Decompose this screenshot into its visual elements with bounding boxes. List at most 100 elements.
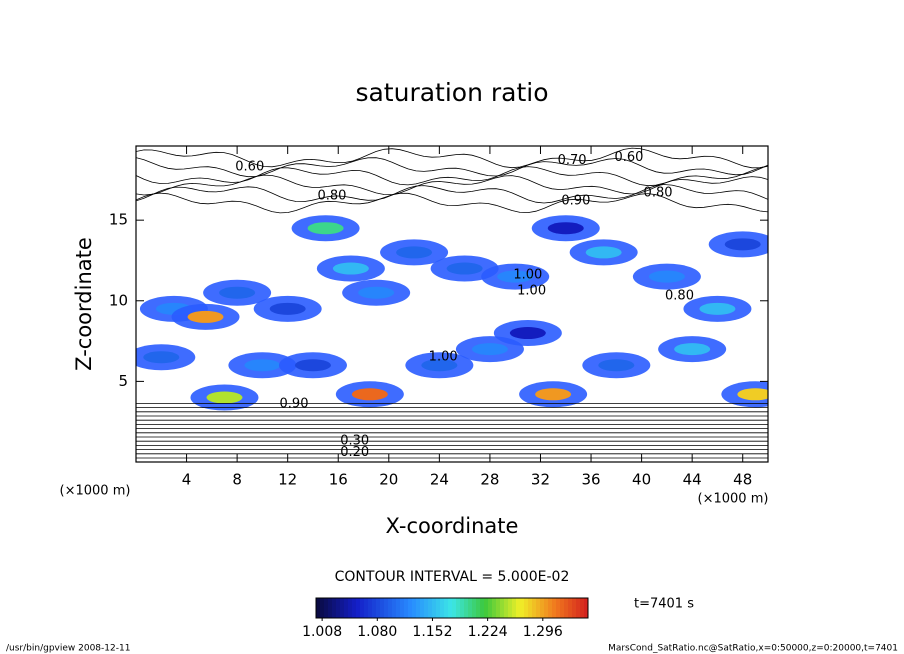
x-tick-label: 28 xyxy=(480,471,499,489)
y-unit: (×1000 m) xyxy=(60,484,131,499)
colorbar-label: 1.080 xyxy=(357,624,397,640)
x-tick-label: 40 xyxy=(632,471,651,489)
shaded-core xyxy=(585,246,622,259)
shaded-core xyxy=(143,351,180,364)
contour-label: 0.80 xyxy=(644,185,673,200)
shaded-core xyxy=(206,391,243,404)
colorbar-cell xyxy=(408,598,413,618)
x-tick-label: 16 xyxy=(329,471,348,489)
colorbar-cell xyxy=(564,598,569,618)
colorbar-cell xyxy=(560,598,565,618)
x-tick-label: 36 xyxy=(581,471,600,489)
contour-line xyxy=(136,184,768,204)
shaded-core xyxy=(244,359,281,372)
x-tick-label: 20 xyxy=(379,471,398,489)
colorbar-cell xyxy=(344,598,349,618)
colorbar-cell xyxy=(492,598,497,618)
contour-line xyxy=(136,147,768,169)
shaded-core xyxy=(648,270,685,283)
colorbar-cell xyxy=(360,598,365,618)
contour-line xyxy=(136,174,768,196)
shaded-core xyxy=(294,359,331,372)
shaded-core xyxy=(269,302,306,315)
colorbar-cell xyxy=(472,598,477,618)
colorbar-cell xyxy=(568,598,573,618)
colorbar-cell xyxy=(348,598,353,618)
colorbar-cell xyxy=(384,598,389,618)
contour-line xyxy=(136,157,768,178)
contour-label: 0.80 xyxy=(317,188,346,203)
y-tick-label: 15 xyxy=(109,211,128,229)
shaded-core xyxy=(219,286,256,299)
colorbar-cell xyxy=(396,598,401,618)
shaded-core xyxy=(497,270,534,283)
chart-title: saturation ratio xyxy=(355,78,548,107)
colorbar-cell xyxy=(420,598,425,618)
colorbar-cell xyxy=(380,598,385,618)
colorbar-cell xyxy=(424,598,429,618)
colorbar-cell xyxy=(436,598,441,618)
colorbar-cell xyxy=(356,598,361,618)
contour-label: 0.70 xyxy=(558,153,587,168)
contour-label: 0.90 xyxy=(280,396,309,411)
colorbar-cell xyxy=(460,598,465,618)
colorbar-cell xyxy=(528,598,533,618)
colorbar-cell xyxy=(508,598,513,618)
y-tick-label: 10 xyxy=(109,291,128,309)
shaded-core xyxy=(509,327,546,340)
colorbar-cell xyxy=(388,598,393,618)
time-label: t=7401 s xyxy=(634,597,694,612)
contour-label: 0.60 xyxy=(235,159,264,174)
colorbar-cell xyxy=(400,598,405,618)
y-tick-label: 5 xyxy=(118,372,128,390)
colorbar-cell xyxy=(468,598,473,618)
colorbar-cell xyxy=(336,598,341,618)
colorbar-cell xyxy=(580,598,585,618)
field: 0.60 0.70 0.60 0.80 0.90 0.80 1.00 1.00 0.80 1.00… xyxy=(136,147,768,460)
colorbar-cell xyxy=(392,598,397,618)
colorbar-cell xyxy=(536,598,541,618)
contour-line xyxy=(136,192,768,214)
shaded-core xyxy=(358,286,395,299)
colorbar-frame xyxy=(315,597,589,619)
colorbar-cell xyxy=(584,598,589,618)
colorbar-label: 1.152 xyxy=(412,624,452,640)
shaded-core xyxy=(699,302,736,315)
colorbar-cell xyxy=(340,598,345,618)
colorbar-cell xyxy=(372,598,377,618)
footer-right: MarsCond_SatRatio.nc@SatRatio,x=0:50000,… xyxy=(608,644,898,654)
colorbar-cell xyxy=(432,598,437,618)
colorbar-cell xyxy=(532,598,537,618)
footer-left: /usr/bin/gpview 2008-12-11 xyxy=(6,644,130,654)
shaded-core xyxy=(535,388,572,401)
colorbar-cell xyxy=(452,598,457,618)
colorbar-cell xyxy=(500,598,505,618)
shaded-core xyxy=(351,388,388,401)
colorbar-cell xyxy=(572,598,577,618)
colorbar-cell xyxy=(412,598,417,618)
shaded-core xyxy=(307,222,344,235)
colorbar-cell xyxy=(444,598,449,618)
x-tick-label: 4 xyxy=(182,471,192,489)
colorbar-cell xyxy=(416,598,421,618)
colorbar-cell xyxy=(376,598,381,618)
colorbar-label: 1.008 xyxy=(302,624,342,640)
shaded-core xyxy=(737,388,768,401)
colorbar-cell xyxy=(464,598,469,618)
x-tick-label: 32 xyxy=(531,471,550,489)
colorbar-cell xyxy=(448,598,453,618)
shaded-core xyxy=(421,359,458,372)
plot-frame xyxy=(135,145,769,463)
contour-label: 0.90 xyxy=(561,193,590,208)
contour-label: 0.60 xyxy=(614,150,643,165)
colorbar-cell xyxy=(320,598,325,618)
colorbar-cell xyxy=(456,598,461,618)
shaded-core xyxy=(396,246,433,259)
colorbar-cell xyxy=(440,598,445,618)
colorbar-cell xyxy=(316,598,321,618)
colorbar-cell xyxy=(324,598,329,618)
colorbar-cell xyxy=(332,598,337,618)
colorbar-cell xyxy=(488,598,493,618)
x-tick-label: 12 xyxy=(278,471,297,489)
